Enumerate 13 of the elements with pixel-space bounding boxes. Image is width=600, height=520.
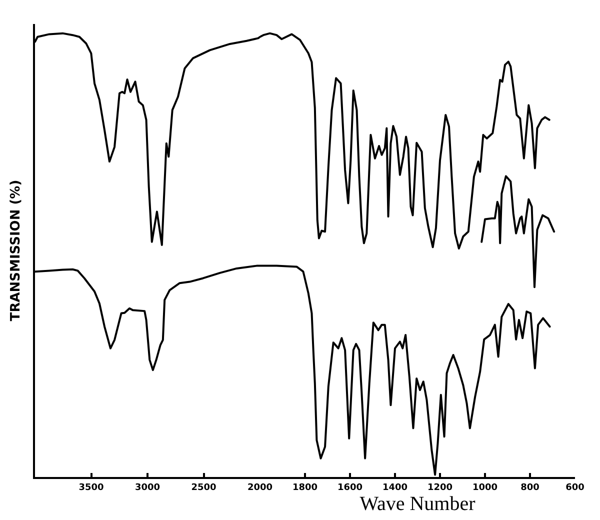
- x-tick-label: 3000: [134, 482, 160, 493]
- x-tick-label: 3500: [78, 482, 104, 493]
- x-tick-label: 600: [566, 482, 584, 493]
- x-tick-label: 1600: [337, 482, 363, 493]
- x-axis-title: Wave Number: [360, 492, 476, 515]
- x-tick-label: 2000: [247, 482, 273, 493]
- y-axis-title: TRANSMISSION (%): [8, 180, 24, 322]
- x-tick-label: 800: [520, 482, 540, 493]
- x-tick-label: 1400: [382, 482, 408, 493]
- x-tick-label: 1000: [472, 482, 498, 493]
- x-tick-label: 2500: [191, 482, 216, 493]
- x-tick-label: 1200: [427, 482, 453, 493]
- x-tick-label: 1800: [292, 482, 318, 493]
